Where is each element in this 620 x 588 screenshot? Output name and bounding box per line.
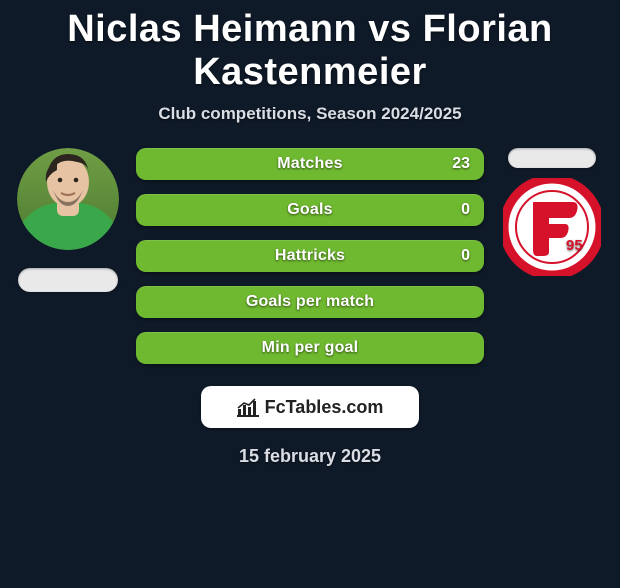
- stat-value-right: [456, 332, 484, 364]
- club-badge-icon: 95: [503, 178, 601, 276]
- stat-bar-goals-per-match: Goals per match: [136, 286, 484, 318]
- stat-value-left: [136, 194, 164, 226]
- stat-bar-hattricks: Hattricks 0: [136, 240, 484, 272]
- chart-icon: [237, 397, 259, 417]
- stat-label: Matches: [277, 155, 342, 173]
- player-left-avatar: [17, 148, 119, 250]
- watermark-text: FcTables.com: [265, 397, 384, 418]
- stat-value-left: [136, 148, 164, 180]
- player-left-form-pill: [18, 268, 118, 292]
- stat-value-left: [136, 286, 164, 318]
- stat-bars: Matches 23 Goals 0 Hattricks 0 Goals per…: [128, 148, 492, 364]
- stat-label: Hattricks: [275, 247, 345, 265]
- stat-value-right: 23: [438, 148, 484, 180]
- stat-value-right: 0: [447, 240, 484, 272]
- stat-value-left: [136, 240, 164, 272]
- stat-bar-goals: Goals 0: [136, 194, 484, 226]
- stat-bar-min-per-goal: Min per goal: [136, 332, 484, 364]
- stat-label: Goals per match: [246, 293, 374, 311]
- stat-label: Min per goal: [262, 339, 359, 357]
- watermark: FcTables.com: [201, 386, 419, 428]
- club-badge-number: 95: [566, 237, 583, 254]
- stat-label: Goals: [287, 201, 332, 219]
- stat-value-right: [456, 286, 484, 318]
- stat-value-right: 0: [447, 194, 484, 226]
- page-subtitle: Club competitions, Season 2024/2025: [0, 104, 620, 124]
- player-left: [8, 148, 128, 292]
- comparison-stage: Matches 23 Goals 0 Hattricks 0 Goals per…: [0, 148, 620, 364]
- page-title: Niclas Heimann vs Florian Kastenmeier: [0, 8, 620, 94]
- stat-value-left: [136, 332, 164, 364]
- player-right-form-pill: [508, 148, 596, 168]
- stat-bar-matches: Matches 23: [136, 148, 484, 180]
- snapshot-date: 15 february 2025: [0, 446, 620, 467]
- player-right: 95: [492, 148, 612, 276]
